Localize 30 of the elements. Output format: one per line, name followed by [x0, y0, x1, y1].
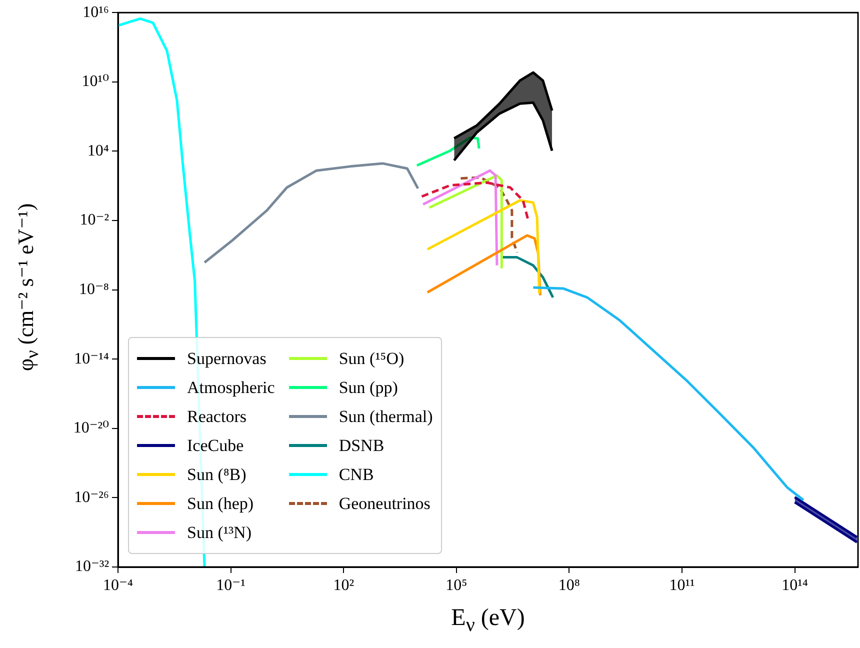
legend-label: Supernovas: [187, 348, 266, 368]
y-tick-label: 10¹⁶: [82, 4, 109, 21]
legend-label: Sun (thermal): [338, 406, 433, 426]
x-tick-label: 10⁻¹: [216, 576, 246, 594]
legend-label: DSNB: [338, 436, 384, 456]
y-tick-label: 10¹⁰: [82, 73, 109, 90]
y-tick-label: 10⁴: [87, 142, 110, 160]
legend-label: Sun (pp): [338, 378, 398, 398]
x-tick-label: 10¹⁴: [782, 576, 808, 594]
legend-label: Sun (⁸B): [187, 464, 246, 484]
legend-label: Reactors: [187, 406, 246, 426]
y-tick-label: 10⁻²⁶: [74, 488, 109, 506]
x-tick-label: 10⁻⁴: [102, 576, 134, 594]
y-tick-label: 10⁻¹⁴: [74, 350, 110, 368]
legend-label: Sun (¹⁵O): [338, 348, 404, 368]
y-tick-label: 10⁻⁸: [78, 281, 109, 298]
x-axis-title: E$_{ν}$ (eV): [450, 605, 526, 637]
legend-label: Sun (¹³N): [187, 522, 252, 542]
legend-label: Sun (hep): [187, 494, 254, 514]
legend-label: Geoneutrinos: [338, 494, 430, 514]
x-tick-label: 10²: [333, 576, 354, 594]
y-tick-label: 10⁻³²: [74, 558, 110, 576]
x-tick-label: 10¹¹: [669, 576, 695, 594]
legend-label: CNB: [338, 464, 374, 484]
legend-label: IceCube: [187, 436, 244, 456]
y-tick-label: 10⁻²⁰: [73, 420, 109, 437]
x-tick-label: 10⁸: [558, 576, 580, 594]
legend-label: Atmospheric: [187, 378, 275, 398]
y-tick-label: 10⁻²: [80, 212, 110, 229]
x-tick-label: 10⁵: [446, 576, 468, 594]
